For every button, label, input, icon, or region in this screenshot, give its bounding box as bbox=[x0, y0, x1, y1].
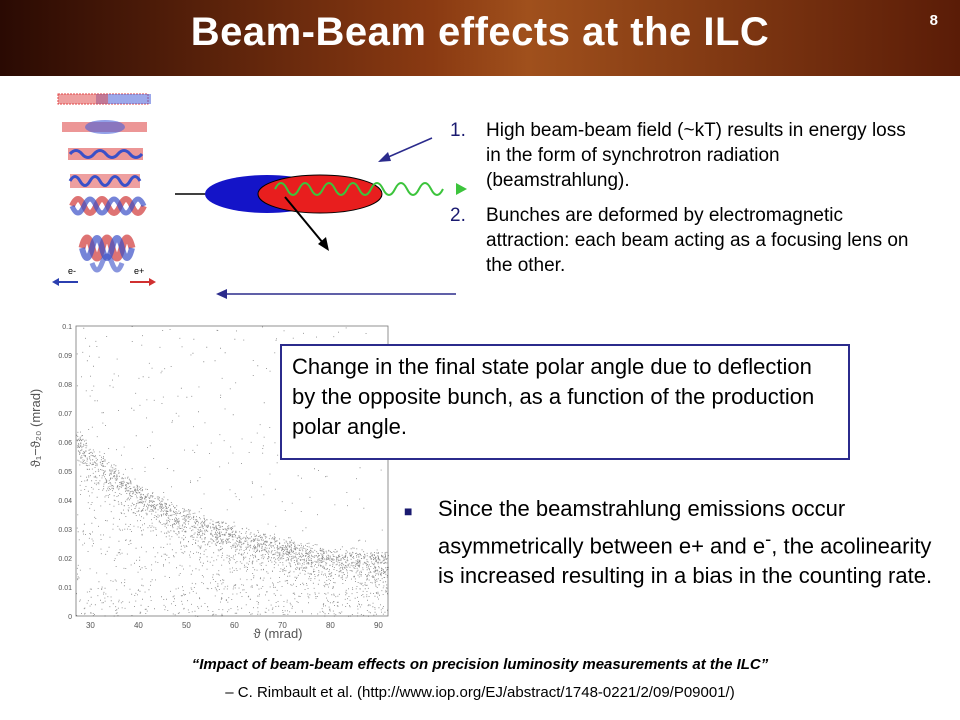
callout-box: Change in the final state polar angle du… bbox=[280, 344, 850, 460]
slide-number: 8 bbox=[929, 12, 938, 29]
y-axis-label: ϑ₁−ϑ₂₀ (mrad) bbox=[28, 389, 43, 468]
x-tick-label: 90 bbox=[374, 621, 383, 630]
bullet-text-part-1: Since the beamstrahlung emissions occur … bbox=[438, 496, 846, 559]
y-tick-label: 0 bbox=[68, 614, 72, 621]
deflected-particle-arrowhead bbox=[318, 237, 329, 251]
colliding-bunches-diagram bbox=[175, 174, 467, 251]
y-tick-label: 0.04 bbox=[58, 498, 72, 505]
x-tick-labels: 30 40 50 60 70 80 90 bbox=[86, 621, 383, 630]
beam-direction-arrows bbox=[52, 278, 156, 286]
title-bar: Beam-Beam effects at the ILC 8 bbox=[0, 0, 960, 76]
y-tick-label: 0.1 bbox=[62, 324, 72, 331]
x-tick-label: 80 bbox=[326, 621, 335, 630]
y-tick-labels: 0 0.01 0.02 0.03 0.04 0.05 0.06 0.07 0.08 0.09 0.1 bbox=[58, 324, 72, 621]
y-tick-label: 0.09 bbox=[58, 353, 72, 360]
y-tick-label: 0.07 bbox=[58, 411, 72, 418]
reference-citation: – C. Rimbault et al. (http://www.iop.org… bbox=[225, 684, 735, 701]
bullet-square-icon: ■ bbox=[404, 503, 413, 519]
bunch-row-5 bbox=[69, 196, 147, 216]
bunch-row-6 bbox=[78, 234, 136, 273]
bullet-superscript: - bbox=[765, 528, 772, 549]
y-tick-label: 0.01 bbox=[58, 585, 72, 592]
bunch-row-3 bbox=[68, 148, 144, 160]
label-positron: e+ bbox=[134, 266, 144, 276]
bullet-point: ■ Since the beamstrahlung emissions occu… bbox=[404, 494, 944, 591]
bunch-row-2 bbox=[62, 120, 147, 134]
callout-text: Change in the final state polar angle du… bbox=[292, 354, 815, 439]
x-tick-label: 70 bbox=[278, 621, 287, 630]
y-tick-label: 0.05 bbox=[58, 469, 72, 476]
label-electron: e- bbox=[68, 266, 76, 276]
synchrotron-wave bbox=[274, 182, 444, 196]
bunch-row-4 bbox=[68, 174, 142, 188]
list-number: 2. bbox=[450, 205, 466, 226]
x-axis-label: ϑ (mrad) bbox=[254, 626, 303, 641]
effects-list: 1. High beam-beam field (~kT) results in… bbox=[450, 118, 910, 288]
x-tick-label: 40 bbox=[134, 621, 143, 630]
x-tick-label: 30 bbox=[86, 621, 95, 630]
list-item: 2. Bunches are deformed by electromagnet… bbox=[450, 203, 910, 278]
deflected-particle-line bbox=[284, 196, 324, 244]
slide-title: Beam-Beam effects at the ILC bbox=[190, 10, 770, 54]
y-tick-label: 0.08 bbox=[58, 382, 72, 389]
bullet-text-part-2: , the acolinearity is increased resultin… bbox=[438, 533, 933, 589]
list-number: 1. bbox=[450, 120, 466, 141]
list-text: Bunches are deformed by electromagnetic … bbox=[486, 205, 909, 276]
bunch-deformation-figure: e- e+ bbox=[52, 93, 156, 286]
y-tick-label: 0.02 bbox=[58, 556, 72, 563]
bullet-text: Since the beamstrahlung emissions occur … bbox=[438, 494, 944, 591]
y-tick-label: 0.03 bbox=[58, 527, 72, 534]
reference-title: “Impact of beam-beam effects on precisio… bbox=[191, 656, 769, 673]
list-text: High beam-beam field (~kT) results in en… bbox=[486, 120, 906, 191]
list-item: 1. High beam-beam field (~kT) results in… bbox=[450, 118, 910, 193]
x-tick-label: 50 bbox=[182, 621, 191, 630]
photon-arrowhead bbox=[456, 183, 467, 195]
y-tick-label: 0.06 bbox=[58, 440, 72, 447]
bunch-row-1 bbox=[57, 93, 151, 105]
x-tick-label: 60 bbox=[230, 621, 239, 630]
